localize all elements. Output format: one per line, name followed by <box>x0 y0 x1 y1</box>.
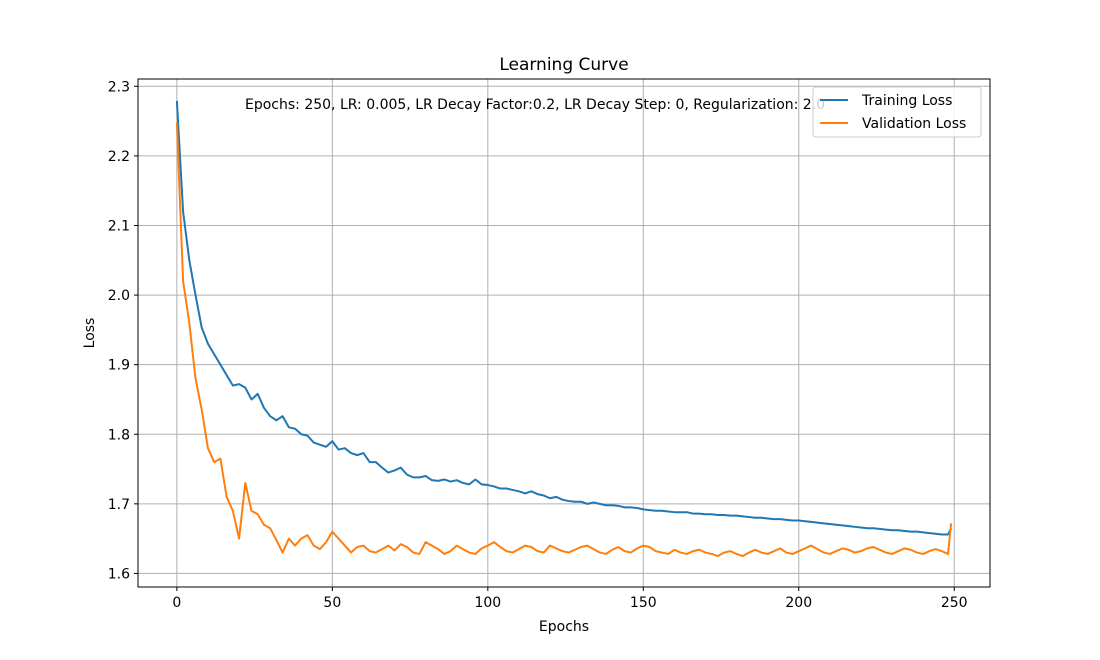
legend: Training Loss Validation Loss <box>812 86 982 138</box>
y-tick-label: 2.3 <box>108 79 130 95</box>
x-tick-label: 150 <box>630 595 657 611</box>
y-tick-label: 1.7 <box>108 497 130 513</box>
x-axis-label: Epochs <box>539 619 589 635</box>
y-tick-label: 2.2 <box>108 149 130 165</box>
chart-annotation: Epochs: 250, LR: 0.005, LR Decay Factor:… <box>245 97 825 113</box>
y-tick-label: 1.9 <box>108 358 130 374</box>
y-tick-label: 2.0 <box>108 288 130 304</box>
x-tick-label: 50 <box>323 595 341 611</box>
plot-frame <box>137 78 991 588</box>
x-tick-label: 0 <box>172 595 181 611</box>
legend-box <box>812 86 982 138</box>
x-tick-label: 100 <box>474 595 501 611</box>
y-tick-label: 1.8 <box>108 427 130 443</box>
grid <box>138 79 990 587</box>
y-tick-label: 2.1 <box>108 218 130 234</box>
series-layer <box>175 100 953 558</box>
y-axis-label: Loss <box>82 318 98 349</box>
x-axis-ticks: 0 50 100 150 200 250 <box>172 587 968 611</box>
y-tick-label: 1.6 <box>108 566 130 582</box>
legend-label-validation: Validation Loss <box>862 116 966 132</box>
chart-title: Learning Curve <box>499 55 628 75</box>
validation-loss-line <box>175 122 953 558</box>
x-tick-label: 200 <box>785 595 812 611</box>
legend-label-training: Training Loss <box>861 93 952 109</box>
y-axis-ticks: 1.6 1.7 1.8 1.9 2.0 2.1 2.2 2.3 <box>108 79 138 582</box>
x-tick-label: 250 <box>941 595 968 611</box>
training-loss-line <box>175 100 953 536</box>
